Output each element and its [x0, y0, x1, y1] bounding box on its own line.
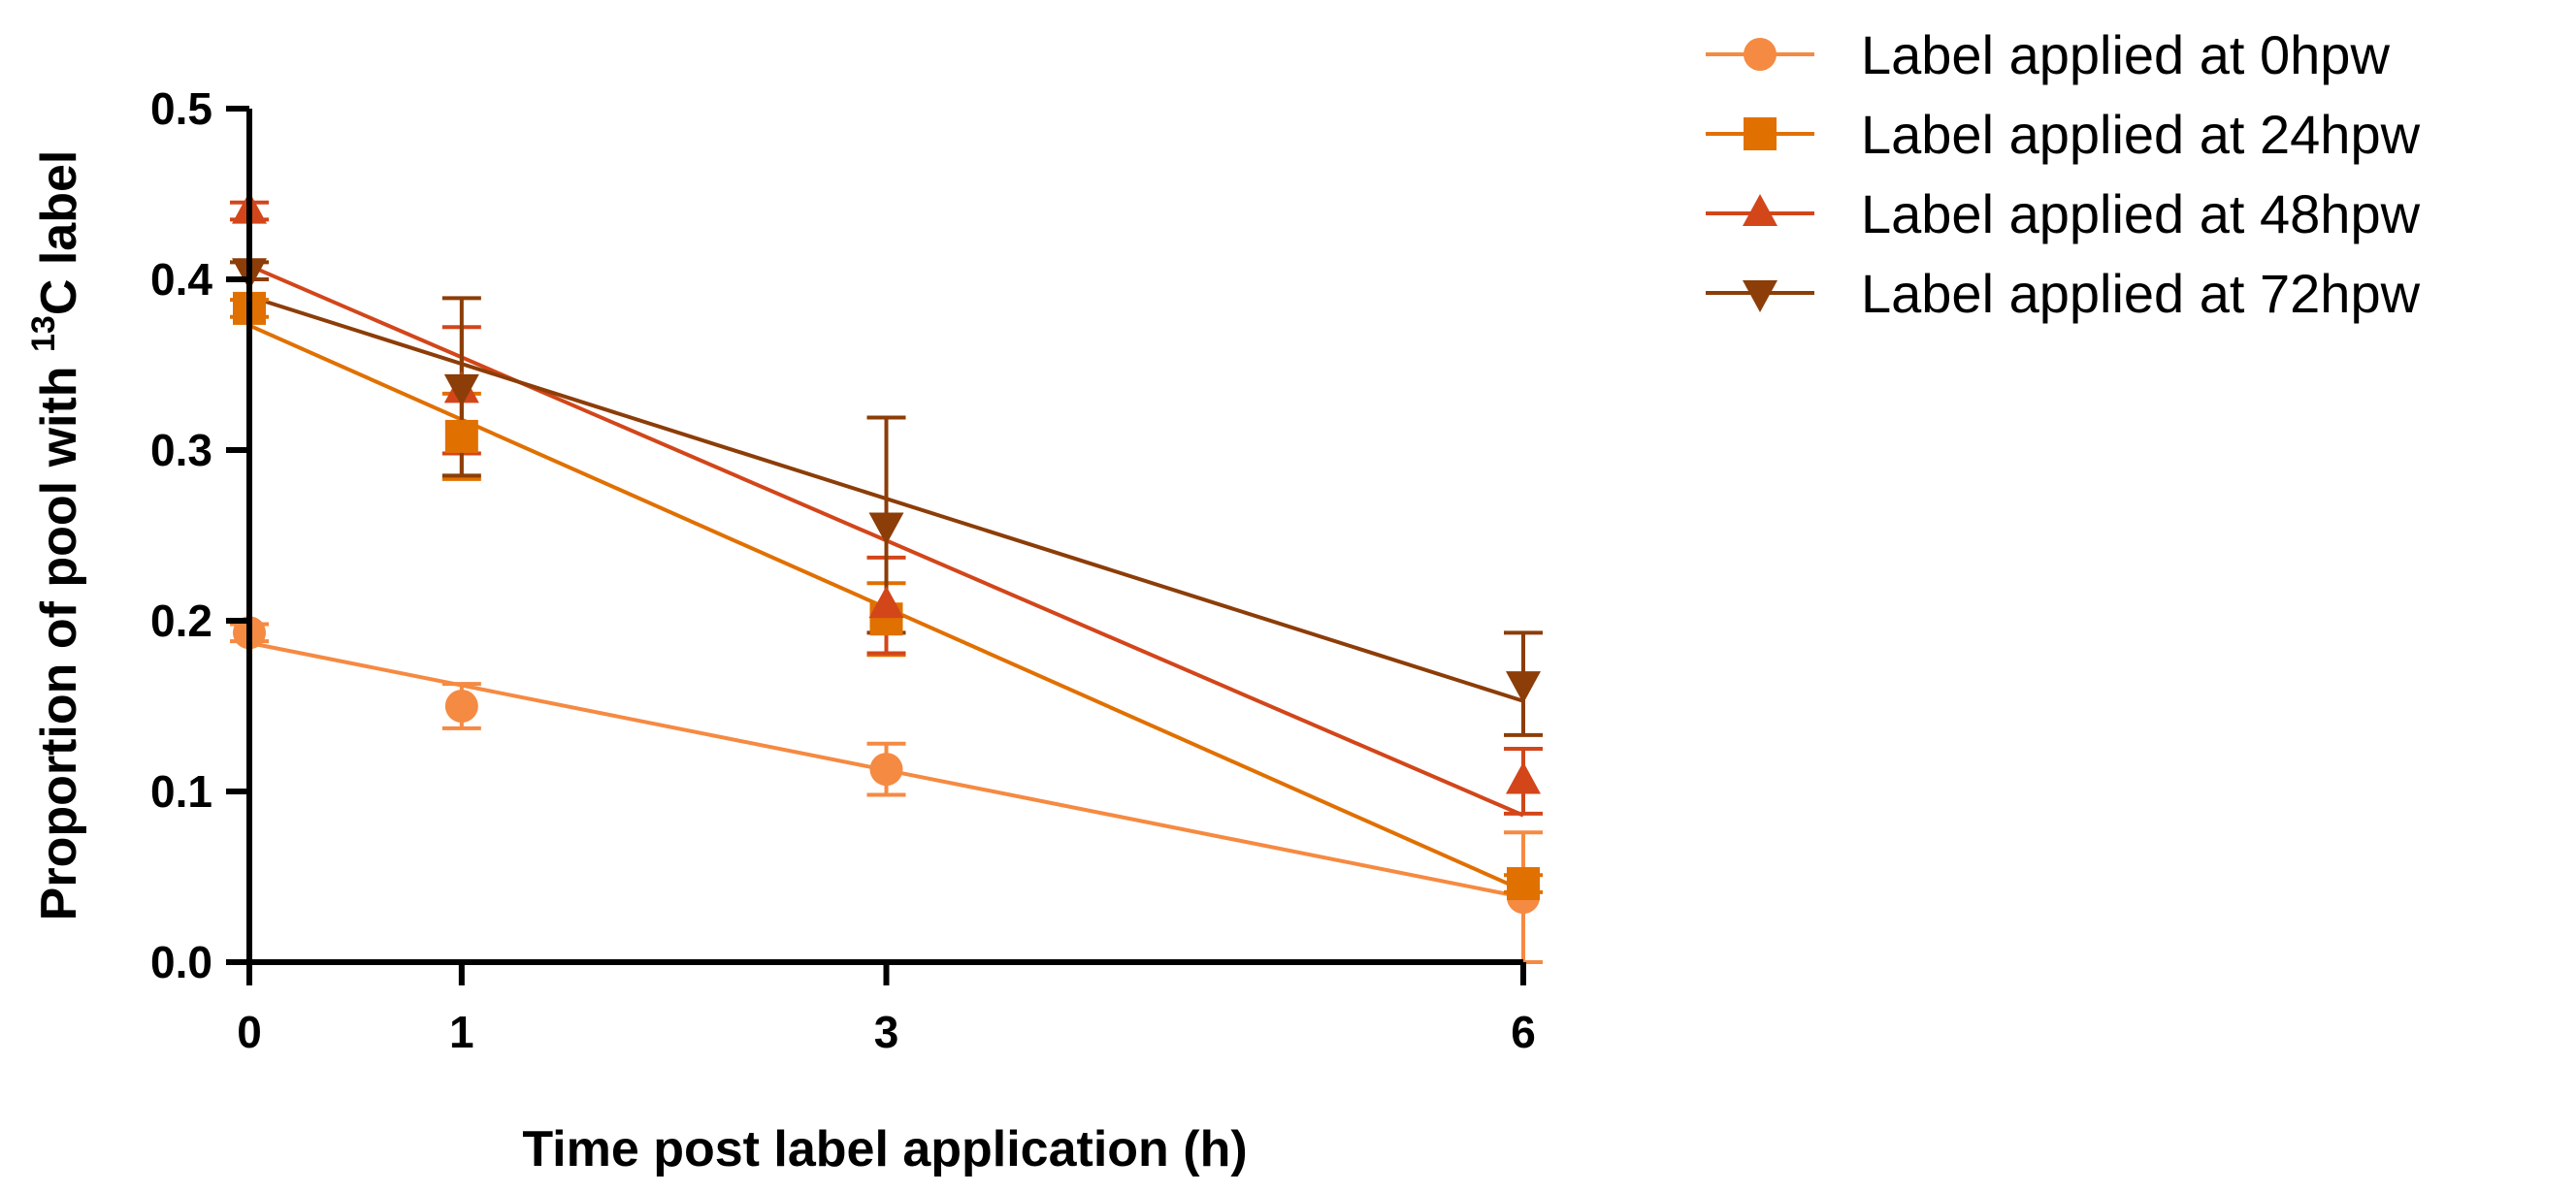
- data-point: [444, 690, 478, 723]
- legend-marker: [1744, 117, 1777, 150]
- legend-entry: Label applied at 48hpw: [1706, 183, 2421, 244]
- data-point: [1506, 671, 1541, 704]
- legend-entry: Label applied at 0hpw: [1706, 24, 2390, 85]
- legend: Label applied at 0hpw Label applied at 24…: [1706, 24, 2421, 324]
- y-tick-label: 0.1: [150, 766, 212, 817]
- x-tick-label: 6: [1511, 1007, 1536, 1057]
- data-point: [443, 373, 479, 406]
- data-point: [1506, 761, 1541, 794]
- x-axis-title: Time post label application (h): [522, 1121, 1247, 1177]
- y-axis-title-post: C label: [31, 150, 87, 316]
- axis-ticks: 0.0 0.1 0.2 0.3 0.4 0.5 0 1 3 6: [150, 83, 1536, 1057]
- y-tick-label: 0.2: [150, 596, 212, 646]
- data-point: [868, 512, 904, 545]
- x-tick-label: 0: [237, 1007, 262, 1057]
- legend-label: Label applied at 72hpw: [1861, 263, 2421, 324]
- data-point: [1507, 867, 1540, 901]
- y-axis-title-sup: 13: [25, 315, 62, 352]
- legend-entry: Label applied at 24hpw: [1706, 104, 2421, 165]
- data-point: [444, 419, 478, 453]
- legend-marker: [1743, 194, 1777, 226]
- legend-marker: [1744, 38, 1777, 71]
- y-tick-label: 0.4: [150, 254, 212, 305]
- data-point: [868, 586, 904, 619]
- legend-label: Label applied at 48hpw: [1861, 183, 2421, 244]
- y-axis-title-pre: Proportion of pool with: [31, 352, 87, 920]
- y-tick-label: 0.5: [150, 83, 212, 134]
- x-tick-label: 3: [874, 1007, 899, 1057]
- legend-label: Label applied at 0hpw: [1861, 24, 2390, 85]
- y-tick-label: 0.0: [150, 937, 212, 987]
- data-point: [869, 753, 903, 787]
- x-tick-label: 1: [449, 1007, 474, 1057]
- legend-marker: [1743, 280, 1777, 312]
- legend-entry: Label applied at 72hpw: [1706, 263, 2421, 324]
- y-tick-label: 0.3: [150, 425, 212, 475]
- error-bars: [230, 200, 1543, 964]
- y-axis-title: Proportion of pool with 13C label: [25, 150, 87, 921]
- legend-label: Label applied at 24hpw: [1861, 104, 2421, 165]
